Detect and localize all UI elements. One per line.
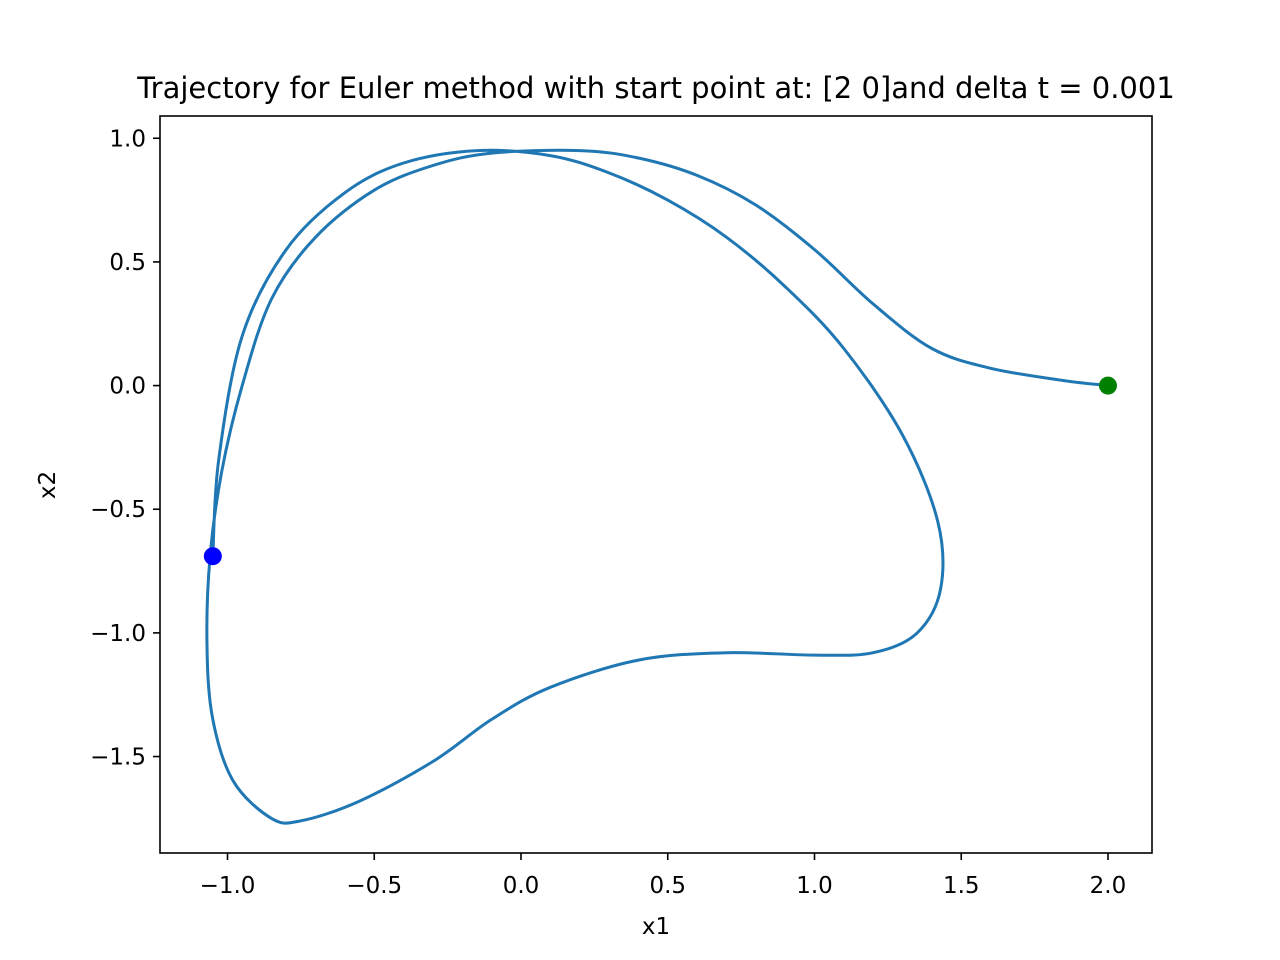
chart-title: Trajectory for Euler method with start p… (136, 71, 1175, 105)
start-point-marker (1098, 376, 1117, 395)
x-tick-label: 1.5 (943, 873, 980, 899)
plot-content (203, 148, 1117, 825)
y-tick-label: 1.0 (109, 126, 146, 152)
y-axis-label: x2 (35, 471, 61, 499)
x-tick-label: −1.0 (200, 873, 256, 899)
y-tick-label: 0.5 (109, 250, 146, 276)
y-tick-label: −1.5 (90, 745, 146, 771)
x-axis-label: x1 (642, 914, 670, 940)
x-tick-label: −0.5 (346, 873, 402, 899)
x-tick-label: 1.0 (796, 873, 833, 899)
y-tick-label: 0.0 (109, 374, 146, 400)
y-axis: 1.0 0.5 0.0 −0.5 −1.0 −1.5 (90, 126, 160, 771)
plot-frame (159, 115, 1153, 854)
y-tick-label: −0.5 (90, 497, 146, 523)
y-tick-label: −1.0 (90, 621, 146, 647)
end-point-marker (203, 547, 222, 566)
x-tick-label: 0.0 (503, 873, 540, 899)
x-tick-label: 2.0 (1090, 873, 1127, 899)
x-tick-label: 0.5 (649, 873, 686, 899)
x-axis: −1.0 −0.5 0.0 0.5 1.0 1.5 2.0 (200, 853, 1127, 899)
trajectory-line (205, 148, 1110, 825)
